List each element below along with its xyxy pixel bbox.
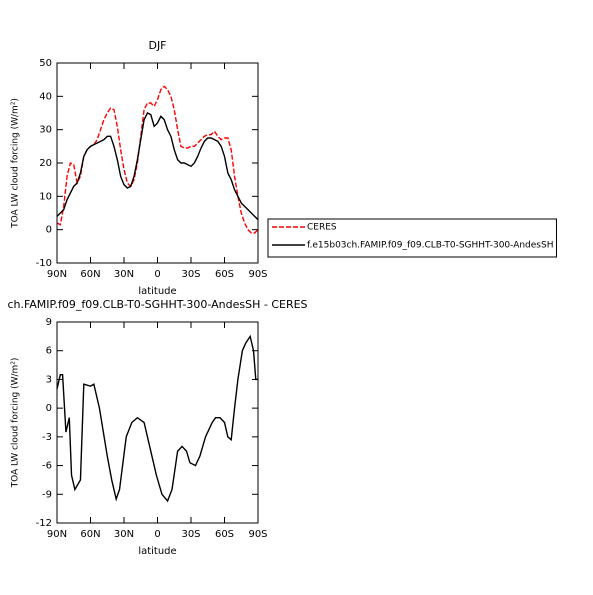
x-tick-label: 0 (154, 269, 160, 280)
y-tick-label: -9 (42, 489, 52, 500)
data-line (56, 85, 259, 234)
x-tick-label: 90S (248, 269, 267, 280)
x-tick-label: 30S (181, 529, 200, 540)
y-tick-label: 40 (39, 91, 52, 102)
y-tick-label: 10 (39, 191, 52, 202)
y-tick-label: 20 (39, 158, 52, 169)
y-tick-label: -10 (36, 258, 52, 269)
y-tick-label: 0 (46, 403, 52, 414)
chart-title: ch.FAMIP.f09_f09.CLB-T0-SGHHT-300-AndesS… (7, 298, 307, 311)
y-axis-label: TOA LW cloud forcing (W/m²) (11, 98, 21, 229)
y-tick-label: 0 (46, 225, 52, 236)
x-axis-label: latitude (138, 546, 176, 557)
y-tick-label: 50 (39, 58, 52, 69)
y-tick-label: -12 (36, 518, 52, 529)
x-axis-label: latitude (138, 286, 176, 297)
x-tick-label: 60N (80, 529, 100, 540)
y-tick-label: -6 (42, 461, 52, 472)
x-tick-label: 90N (47, 269, 67, 280)
data-line (56, 334, 258, 503)
plot-frame (56, 321, 259, 524)
chart-title: DJF (148, 39, 166, 52)
y-tick-label: 30 (39, 125, 52, 136)
x-tick-label: 30N (114, 269, 134, 280)
x-tick-label: 0 (154, 529, 160, 540)
x-tick-label: 60S (215, 529, 234, 540)
x-tick-label: 60S (215, 269, 234, 280)
y-axis-label: TOA LW cloud forcing (W/m²) (11, 358, 21, 489)
x-tick-label: 90S (248, 529, 267, 540)
plot-frame (56, 62, 259, 264)
x-tick-label: 30S (181, 269, 200, 280)
legend-label: CERES (307, 223, 337, 233)
x-tick-label: 90N (47, 529, 67, 540)
data-line (56, 112, 259, 221)
x-tick-label: 60N (80, 269, 100, 280)
y-tick-label: 3 (46, 374, 52, 385)
legend-frame (267, 218, 557, 258)
x-tick-label: 30N (114, 529, 134, 540)
legend-label: f.e15b03ch.FAMIP.f09_f09.CLB-T0-SGHHT-30… (307, 241, 553, 251)
y-tick-label: 6 (46, 346, 52, 357)
y-tick-label: -3 (42, 432, 52, 443)
y-tick-label: 9 (46, 317, 52, 328)
